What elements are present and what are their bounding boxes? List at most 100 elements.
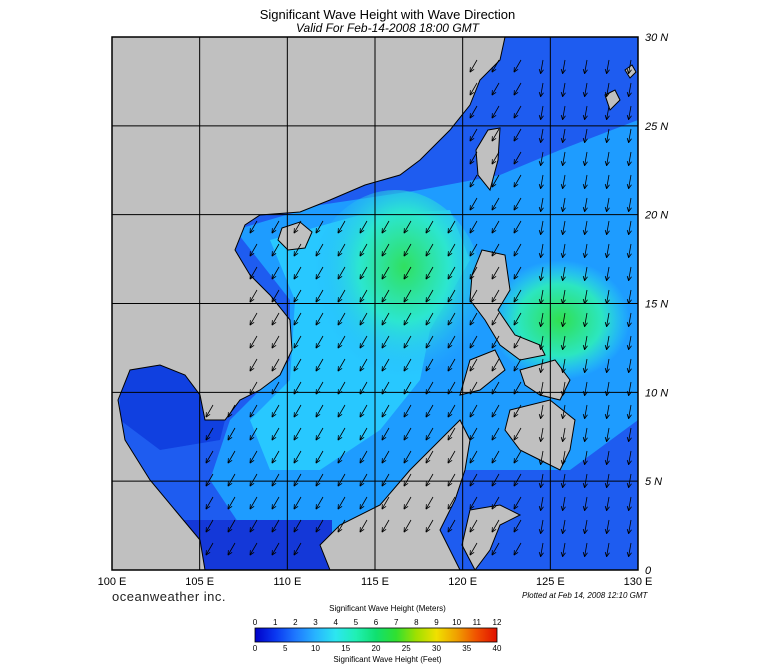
wave-arrow [560, 542, 566, 558]
wave-arrow [538, 496, 544, 512]
lat-label: 10 N [645, 387, 668, 399]
chart-title: Significant Wave Height with Wave Direct… [259, 7, 516, 22]
wave-arrow [626, 266, 632, 282]
wave-arrow [560, 312, 566, 328]
wave-arrow [604, 427, 610, 443]
lon-label: 130 E [624, 576, 653, 588]
colorbar-meter-tick: 4 [333, 618, 338, 627]
wave-arrow [513, 82, 522, 96]
wave-arrow [560, 197, 566, 213]
wave-arrow [293, 289, 302, 303]
wave-arrow [538, 128, 544, 144]
lon-label: 105 E [185, 576, 214, 588]
wave-arrow [626, 289, 632, 305]
wave-arrow [425, 381, 434, 395]
wave-arrow [538, 473, 544, 489]
wave-arrow [205, 542, 214, 556]
wave-arrow [469, 197, 478, 211]
wave-arrow [227, 450, 236, 464]
colorbar-title-meters: Significant Wave Height (Meters) [329, 604, 446, 613]
wave-arrow [271, 243, 280, 257]
wave-arrow [403, 289, 412, 303]
wave-arrow [315, 266, 324, 280]
wave-arrow [315, 473, 324, 487]
wave-arrow [491, 82, 500, 96]
wave-arrow [249, 427, 258, 441]
wave-arrow [560, 243, 566, 259]
wave-arrow [293, 266, 302, 280]
wave-arrow [560, 404, 566, 420]
wave-arrow [337, 243, 346, 257]
wave-arrow [513, 197, 522, 211]
colorbar-meter-tick: 0 [253, 618, 258, 627]
wave-arrow [403, 427, 412, 441]
wave-arrow [381, 289, 390, 303]
wave-arrow [271, 220, 280, 234]
wave-arrow [359, 473, 368, 487]
colorbar-meter-tick: 1 [273, 618, 278, 627]
wave-arrow [381, 243, 390, 257]
wave-arrow [560, 59, 566, 75]
wave-arrow [337, 450, 346, 464]
wave-arrow [626, 243, 632, 259]
wave-arrow [469, 542, 478, 556]
wave-arrow [538, 381, 544, 397]
lon-label: 120 E [448, 576, 477, 588]
wave-arrow [513, 404, 522, 418]
colorbar-feet-tick: 10 [311, 644, 320, 653]
wave-arrow [538, 220, 544, 236]
wave-arrow [293, 496, 302, 510]
wave-arrow [513, 105, 522, 119]
wave-arrow [293, 243, 302, 257]
wave-arrow [337, 335, 346, 349]
wave-arrow [513, 243, 522, 257]
wave-arrow [249, 220, 258, 234]
wave-arrow [513, 174, 522, 188]
wave-arrow [425, 404, 434, 418]
wave-arrow [604, 197, 610, 213]
colorbar-ramp [254, 627, 498, 643]
wave-arrow [469, 105, 478, 119]
wave-arrow [337, 266, 346, 280]
wave-arrow [249, 496, 258, 510]
wave-arrow [582, 59, 588, 75]
wave-arrow [403, 358, 412, 372]
wave-arrow [560, 427, 566, 443]
wave-arrow [271, 450, 280, 464]
wave-arrow [249, 519, 258, 533]
wave-arrow [249, 243, 258, 257]
wave-arrow [249, 335, 258, 349]
wave-arrow [271, 519, 280, 533]
wave-arrow [249, 473, 258, 487]
wave-arrow [582, 82, 588, 98]
wave-arrow [560, 105, 566, 121]
colorbar-feet-tick: 35 [462, 644, 471, 653]
lat-label: 0 [645, 565, 652, 577]
wave-arrow [205, 404, 214, 418]
wave-arrow [582, 519, 588, 535]
wave-arrow [249, 381, 258, 395]
wave-arrow [403, 473, 412, 487]
colorbar [254, 627, 498, 643]
landmass [112, 37, 637, 570]
wave-arrow [560, 335, 566, 351]
wave-arrow [491, 174, 500, 188]
longitude-labels: 100 E 105 E 110 E 115 E 120 E 125 E 130 E [98, 576, 653, 588]
wave-arrow [293, 381, 302, 395]
wave-arrow [560, 174, 566, 190]
wave-arrow [582, 542, 588, 558]
colorbar-feet-tick: 30 [432, 644, 441, 653]
wave-arrow [560, 450, 566, 466]
wave-arrow [271, 542, 280, 556]
wave-arrow [513, 151, 522, 165]
wave-arrow [604, 312, 610, 328]
wave-arrow [513, 473, 522, 487]
wave-arrow [513, 519, 522, 533]
wave-arrow [626, 82, 632, 98]
wave-arrow [538, 335, 544, 351]
wave-arrow [227, 427, 236, 441]
wave-arrow [271, 496, 280, 510]
wave-arrow [469, 220, 478, 234]
wave-arrow [538, 289, 544, 305]
lat-label: 5 N [645, 476, 662, 488]
